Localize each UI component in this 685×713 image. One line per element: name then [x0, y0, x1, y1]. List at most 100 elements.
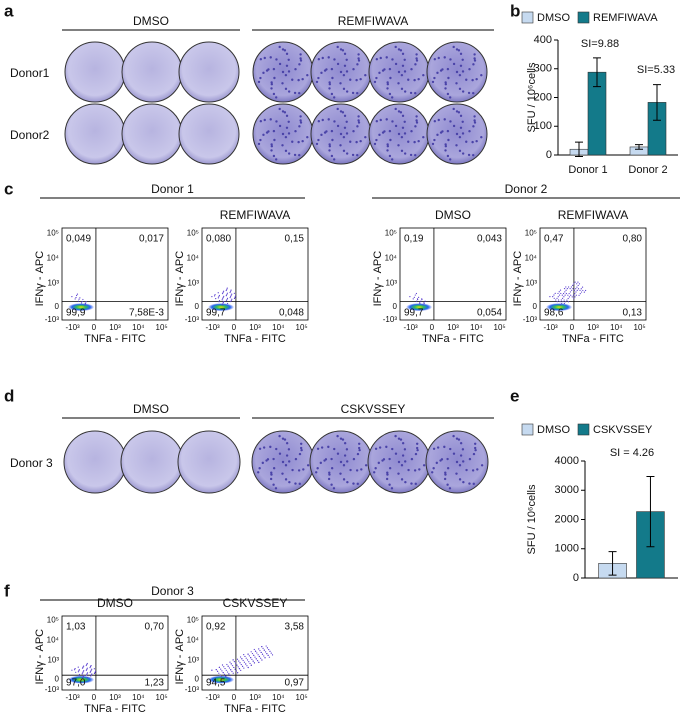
spot: [258, 467, 261, 470]
spot: [394, 45, 397, 49]
spot: [472, 482, 475, 486]
spot: [433, 138, 436, 142]
event: [572, 284, 574, 286]
quadrant-value: 0,017: [139, 234, 164, 245]
spot: [336, 107, 339, 111]
spot: [275, 447, 278, 451]
y-tick-label: 10³: [525, 278, 537, 287]
quadrant-value: 0,97: [285, 678, 305, 689]
spot: [415, 53, 418, 56]
spot: [287, 152, 291, 155]
spot: [275, 120, 278, 123]
spot: [386, 143, 389, 146]
event: [563, 287, 566, 290]
event: [267, 654, 269, 657]
event: [211, 296, 213, 298]
spot: [458, 73, 462, 77]
x-tick-label: 10⁵: [156, 323, 168, 332]
spot: [373, 471, 376, 474]
quadrant-value: 98,6: [544, 308, 564, 319]
event: [256, 652, 258, 654]
event: [227, 665, 229, 667]
plot-title: REMFIWAVA: [558, 208, 628, 222]
x-tick-label: 10⁴: [470, 323, 483, 332]
x-tick-label: 10³: [109, 693, 121, 702]
event: [262, 647, 264, 649]
spot: [473, 442, 477, 446]
event: [226, 288, 228, 290]
spot: [457, 111, 461, 114]
spot: [356, 125, 359, 128]
event: [230, 299, 232, 301]
event: [583, 291, 585, 293]
event: [265, 645, 267, 647]
spot: [449, 58, 452, 61]
spot: [342, 149, 346, 153]
spot: [345, 448, 349, 451]
spot: [294, 68, 297, 71]
spot: [330, 129, 334, 133]
event: [563, 299, 565, 301]
spot: [270, 473, 273, 476]
spot: [269, 477, 273, 481]
event: [230, 663, 232, 665]
spot: [328, 144, 332, 148]
event: [231, 670, 233, 673]
x-tick-label: 10³: [249, 693, 261, 702]
spot: [458, 135, 462, 139]
spot: [476, 468, 479, 471]
spot: [474, 448, 477, 452]
event: [567, 301, 570, 303]
y-tick-label: 10⁵: [47, 229, 59, 238]
y-axis-label: IFNγ - APC: [34, 629, 46, 685]
spot: [359, 77, 362, 81]
spot: [281, 110, 285, 113]
event: [82, 666, 84, 668]
x-axis-label: TNFa - FITC: [224, 703, 286, 713]
event: [413, 296, 415, 298]
spot: [374, 467, 377, 470]
event: [561, 302, 563, 304]
spot: [436, 446, 440, 449]
spot: [394, 434, 397, 438]
event: [555, 299, 557, 301]
quadrant-value: 0,47: [544, 234, 564, 245]
spot: [391, 58, 394, 61]
event: [243, 667, 245, 669]
spot: [403, 448, 407, 451]
spot: [446, 466, 450, 470]
spot: [294, 457, 298, 461]
spot: [333, 447, 336, 451]
spot: [415, 446, 419, 450]
event: [558, 291, 560, 293]
event: [89, 666, 92, 668]
spot: [461, 120, 464, 123]
event: [74, 668, 76, 670]
event: [78, 298, 80, 300]
event: [266, 653, 268, 655]
spot: [356, 91, 359, 95]
spot: [381, 131, 385, 134]
spot: [400, 73, 404, 77]
spot: [414, 482, 417, 486]
spot: [270, 87, 273, 90]
spot: [259, 76, 262, 80]
event: [271, 654, 274, 656]
event: [222, 296, 224, 299]
spot: [298, 153, 301, 157]
legend-swatch: [521, 423, 534, 436]
spot: [269, 118, 272, 121]
event: [578, 283, 581, 285]
spot: [320, 446, 324, 449]
spot: [283, 438, 287, 441]
spot: [294, 482, 297, 485]
event: [93, 672, 96, 675]
spot: [401, 114, 405, 118]
event: [218, 296, 220, 298]
event: [567, 297, 569, 300]
event: [578, 294, 580, 296]
plot-frame: [399, 227, 507, 321]
spot: [444, 82, 448, 86]
event: [226, 292, 228, 294]
spot: [394, 107, 397, 111]
